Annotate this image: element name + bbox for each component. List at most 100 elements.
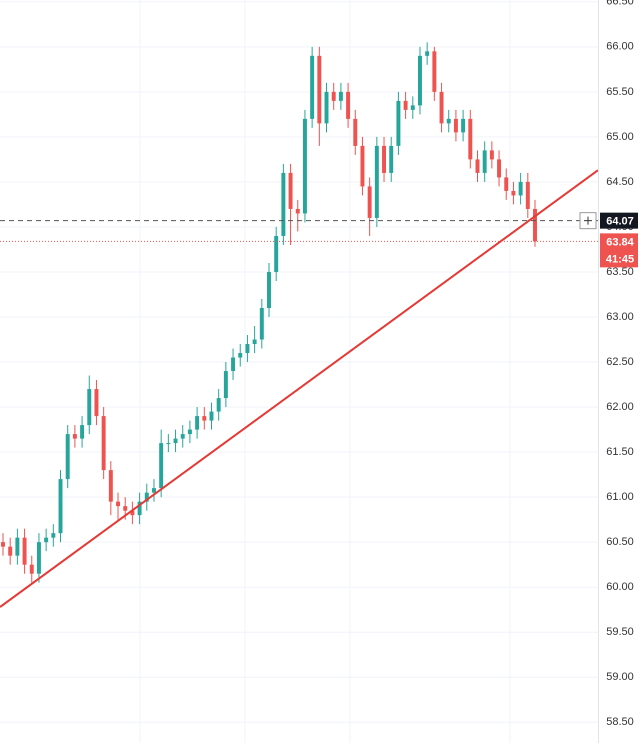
y-tick-label: 62.00 [606,401,634,413]
candle-body [382,145,387,173]
candle-body [417,55,422,106]
candle-body [346,91,351,119]
y-tick-label: 65.50 [606,86,634,98]
last-price-box [600,233,638,268]
y-tick-label: 63.00 [606,311,634,323]
candle-body [216,398,221,412]
candle-body [137,501,142,516]
candle-body [511,190,516,196]
candle-body [238,353,243,358]
candle-body [374,145,379,218]
candle-body [317,55,322,124]
candle-body [432,51,437,92]
candle-body [58,479,63,534]
candle-body [324,91,329,124]
candle-body [72,434,77,439]
candle-body [497,159,502,178]
candle-body [1,542,5,547]
candles [1,42,537,583]
y-tick-label: 61.00 [606,491,634,503]
candle-body [410,105,415,110]
candle-body [367,186,372,218]
y-tick-label: 59.00 [606,671,634,683]
candle-body [274,235,279,272]
candle-body [259,308,264,340]
crosshair-label: 64.07 [606,216,634,228]
candle-body [223,371,228,399]
candle-body [151,488,156,493]
candle-body [331,91,336,101]
candle-body [29,564,34,574]
y-tick-label: 59.50 [606,626,634,638]
candle-body [209,411,214,421]
candle-body [80,425,85,439]
y-tick-label: 66.50 [606,0,634,8]
candle-body [360,145,365,187]
candle-body [353,118,358,146]
y-tick-label: 60.50 [606,536,634,548]
candle-body [44,537,49,543]
candle-body [65,434,70,480]
candle-body [180,434,185,439]
y-tick-label: 63.50 [606,266,634,278]
candle-body [130,510,135,516]
candle-body [267,271,271,309]
last-price-label: 63.84 [606,236,634,248]
candle-body [123,506,128,511]
candle-body [453,118,458,133]
candle-body [87,389,92,426]
countdown-label: 41:45 [606,253,634,265]
candle-body [187,429,192,435]
candle-body [231,357,236,372]
candle-body [518,181,523,196]
price-grid [0,1,598,723]
crosshair-label-box [600,212,638,229]
overlay [0,169,599,608]
y-tick-label: 64.50 [606,176,634,188]
candle-body [51,533,56,538]
candle-body [396,100,401,146]
candle-body [525,181,530,209]
candle-body [295,208,300,214]
candle-body [195,416,200,430]
candle-body [159,443,164,489]
candle-body [8,546,13,556]
candle-body [504,177,509,191]
y-tick-label: 61.50 [606,446,634,458]
candle-body [281,172,286,236]
y-tick-label: 65.00 [606,131,634,143]
candle-body [101,416,106,471]
candle-body [144,492,149,502]
candle-body [108,470,113,502]
candle-body [36,542,41,574]
candle-body [15,537,20,556]
candle-body [116,501,121,507]
candle-body [252,339,257,345]
candle-body [482,150,487,173]
y-tick-label: 62.50 [606,356,634,368]
candle-body [22,537,27,565]
candle-body [461,118,466,133]
candle-body [288,172,293,209]
candle-body [338,91,343,101]
candle-body [166,443,171,445]
y-tick-label: 60.00 [606,581,634,593]
candle-body [468,118,473,160]
time-grid [139,0,511,743]
candle-body [446,118,451,124]
trendline [0,169,599,608]
candle-body [439,91,444,124]
candle-body [245,344,250,354]
candle-body [425,51,430,56]
candle-body [310,55,315,119]
candle-body [489,150,494,160]
price-axis: 58.50 59.00 59.50 60.00 60.50 61.00 61.50 62.00… [579,0,638,728]
candle-body [302,118,307,214]
y-tick-label: 66.00 [606,41,634,53]
candle-body [403,100,408,110]
candle-body [202,416,207,421]
candle-body [475,159,480,173]
y-tick-label: 58.50 [606,716,634,728]
